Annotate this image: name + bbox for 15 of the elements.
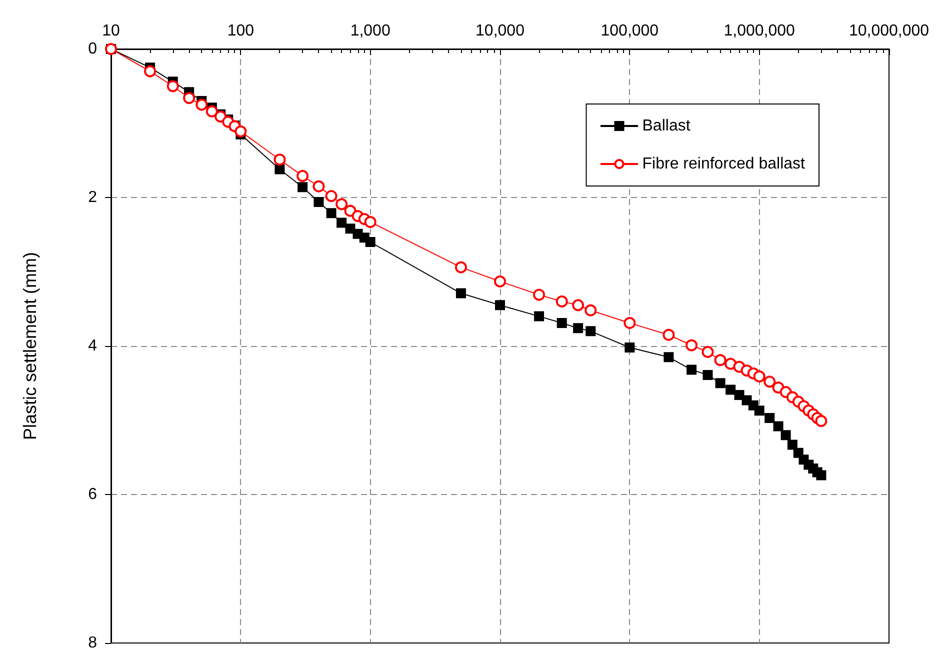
- x-tick-label: 1,000,000: [724, 22, 796, 40]
- legend-label: Ballast: [642, 118, 691, 134]
- x-tick-label: 100: [227, 22, 254, 40]
- y-tick-label: 6: [88, 486, 98, 503]
- x-tick-label: 10,000,000: [848, 22, 930, 40]
- x-tick-label: 1,000: [350, 22, 390, 40]
- x-tick-label: 10,000: [476, 22, 525, 40]
- legend-label: Fibre reinforced ballast: [642, 156, 806, 172]
- y-tick-label: 0: [88, 40, 98, 58]
- y-tick-label: 2: [88, 189, 98, 206]
- y-tick-label: 4: [88, 338, 98, 354]
- y-tick-label: 8: [88, 634, 98, 651]
- y-axis-title: Plastic settlement (mm): [20, 252, 40, 440]
- x-tick-label: 100,000: [600, 22, 659, 40]
- x-tick-label: 10: [102, 22, 120, 40]
